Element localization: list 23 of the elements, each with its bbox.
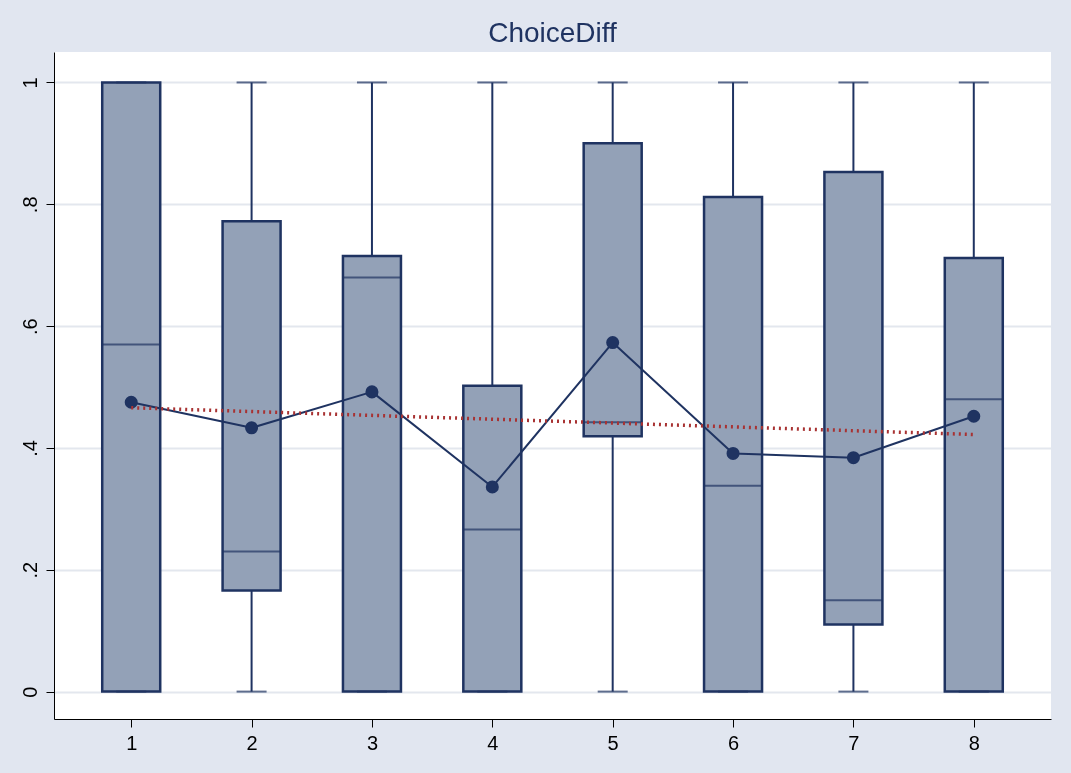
chart-title: ChoiceDiff — [488, 17, 618, 48]
point — [606, 336, 620, 350]
x-tick-label: 2 — [246, 731, 258, 754]
point — [846, 451, 860, 465]
point — [726, 446, 740, 460]
y-tick-label: .4 — [18, 440, 41, 457]
x-tick-label: 8 — [968, 731, 980, 754]
x-tick-label: 3 — [366, 731, 379, 754]
point — [245, 421, 259, 435]
x-tick-label: 5 — [607, 731, 619, 754]
point — [485, 480, 499, 494]
point — [124, 395, 138, 409]
y-tick-label: .6 — [18, 318, 41, 335]
x-tick-label: 4 — [487, 731, 499, 754]
y-tick-label: .8 — [18, 196, 41, 214]
x-tick-label: 6 — [727, 731, 740, 754]
point — [365, 385, 379, 399]
x-tick-label: 7 — [848, 731, 860, 754]
y-tick-label: 1 — [18, 77, 41, 89]
point — [967, 409, 981, 423]
y-tick-label: 0 — [18, 686, 41, 698]
x-tick-label: 1 — [126, 731, 138, 754]
y-tick-label: .2 — [18, 561, 41, 579]
